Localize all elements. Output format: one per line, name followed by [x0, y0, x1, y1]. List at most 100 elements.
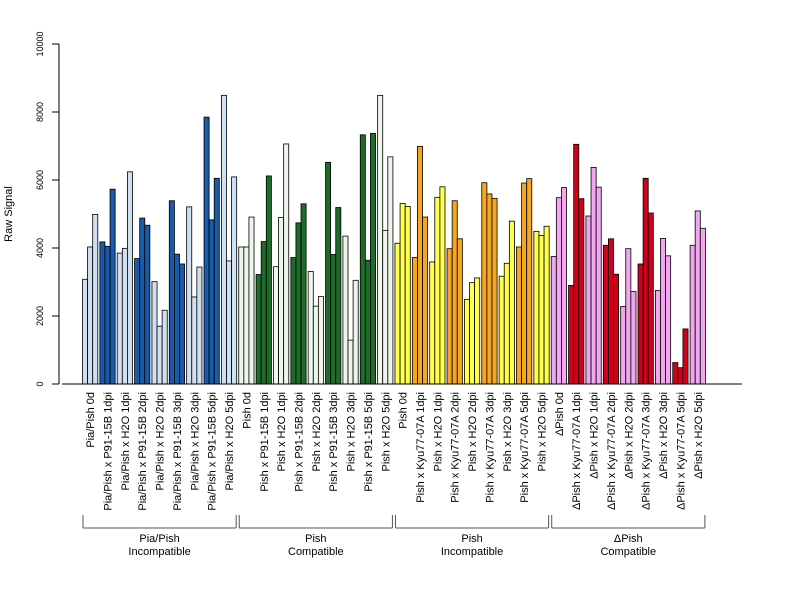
- bar: [370, 133, 376, 385]
- bar: [203, 116, 210, 385]
- category-label: Pish x H2O 5dpi: [537, 392, 549, 471]
- bar: [255, 274, 262, 385]
- bar: [660, 238, 666, 385]
- bar: [637, 263, 644, 385]
- bar: [260, 241, 267, 385]
- category-label: Pish x P91-15B 3dpi: [328, 392, 340, 492]
- category-label: ΔPish x H2O 1dpi: [589, 392, 601, 479]
- category-label: Pish x Kyu77-07A 1dpi: [415, 392, 427, 503]
- bar: [295, 222, 302, 385]
- bar: [116, 252, 123, 385]
- group-label-type: Compatible: [288, 546, 344, 558]
- bar: [226, 260, 232, 385]
- group-label-type: Incompatible: [441, 546, 503, 558]
- bar: [99, 241, 106, 385]
- bar: [647, 212, 654, 385]
- bar: [208, 219, 215, 385]
- category-label: Pia/Pish x H2O 2dpi: [155, 392, 167, 490]
- category-labels: Pia/Pish 0d Pia/Pish x P91-15B 1dpi Pia/Pi…: [85, 392, 705, 511]
- bar: [104, 245, 111, 385]
- bar: [352, 279, 359, 385]
- bar: [456, 238, 463, 385]
- group-label-name: Pia/Pish: [139, 533, 179, 545]
- bar: [573, 143, 580, 385]
- bar: [317, 296, 324, 385]
- group-label-name: ΔPish: [614, 533, 643, 545]
- bar: [342, 235, 349, 385]
- bar: [387, 156, 394, 385]
- bar: [404, 206, 411, 385]
- category-label: Pish x P91-15B 5dpi: [363, 392, 375, 492]
- category-label: Pish x H2O 3dpi: [502, 392, 514, 471]
- y-axis: 0 2000 4000 6000 8000 10000: [35, 31, 60, 387]
- bar: [682, 328, 689, 385]
- category-label: Pia/Pish x H2O 3dpi: [189, 392, 201, 490]
- category-label: Pia/Pish x P91-15B 5dpi: [207, 392, 219, 511]
- bar: [139, 217, 146, 385]
- bar: [248, 216, 255, 385]
- group-label-name: Pish: [461, 533, 482, 545]
- category-label: ΔPish x Kyu77-07A 5dpi: [675, 392, 687, 510]
- bar: [699, 227, 706, 385]
- bar: [654, 290, 661, 385]
- bar: [134, 258, 141, 385]
- bar: [526, 178, 533, 385]
- category-label: ΔPish 0d: [554, 392, 566, 436]
- bar: [109, 188, 116, 385]
- bar: [642, 177, 649, 385]
- bar: [602, 244, 609, 385]
- bar: [543, 225, 550, 385]
- bar: [121, 247, 128, 385]
- bar: [238, 246, 245, 385]
- bar: [620, 306, 627, 385]
- bar: [290, 257, 297, 385]
- bar: [196, 266, 203, 385]
- bar: [364, 259, 371, 385]
- bar: [330, 254, 337, 385]
- bar: [464, 298, 470, 385]
- category-label: Pish x H2O 1dpi: [432, 392, 444, 471]
- bar: [555, 197, 562, 385]
- group-brackets: Pia/PishIncompatiblePishCompatiblePishIn…: [82, 515, 706, 558]
- category-label: Pish 0d: [241, 392, 253, 429]
- category-label: Pia/Pish x P91-15B 1dpi: [103, 392, 115, 511]
- bar: [469, 282, 476, 385]
- bar: [538, 235, 545, 385]
- bar: [521, 182, 528, 385]
- bar: [533, 230, 540, 385]
- bar: [491, 197, 498, 385]
- category-label: Pish x P91-15B 2dpi: [293, 392, 305, 492]
- category-label: Pish 0d: [398, 392, 410, 429]
- bar: [273, 266, 279, 385]
- bar: [173, 253, 180, 385]
- bar: [608, 238, 614, 385]
- category-label: Pia/Pish x P91-15B 3dpi: [172, 392, 184, 511]
- bar: [672, 362, 679, 385]
- y-tick-label: 10000: [35, 31, 45, 56]
- bar: [439, 186, 446, 385]
- bar: [625, 248, 632, 385]
- category-label: Pish x P91-15B 1dpi: [259, 392, 271, 492]
- category-label: Pia/Pish x H2O 1dpi: [120, 392, 132, 490]
- category-label: Pish x H2O 3dpi: [346, 392, 358, 471]
- bar: [377, 94, 384, 385]
- bar: [498, 275, 505, 385]
- category-label: ΔPish x H2O 3dpi: [658, 392, 670, 479]
- bar: [92, 213, 99, 385]
- bar: [87, 246, 94, 385]
- y-tick-label: 6000: [35, 170, 45, 190]
- bar: [417, 145, 423, 385]
- bar: [446, 248, 453, 385]
- bar: [411, 257, 418, 385]
- bar: [486, 193, 493, 385]
- bar: [335, 207, 342, 385]
- bar: [168, 200, 175, 385]
- bar: [156, 325, 163, 385]
- bar: [677, 367, 684, 385]
- category-label: ΔPish x Kyu77-07A 1dpi: [571, 392, 583, 510]
- bar: [630, 291, 637, 385]
- category-label: Pia/Pish x P91-15B 2dpi: [137, 392, 149, 511]
- bar: [82, 278, 88, 385]
- category-label: Pia/Pish 0d: [85, 392, 97, 448]
